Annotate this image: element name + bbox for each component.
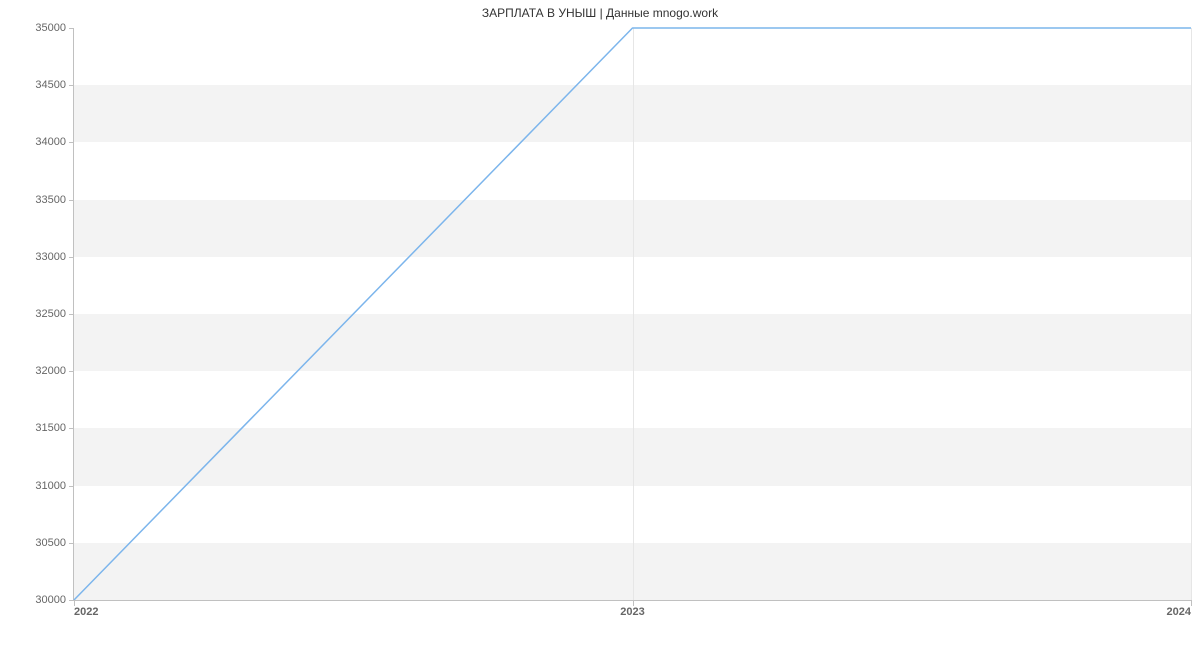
x-tick-mark (1191, 600, 1192, 606)
x-gridline (1191, 28, 1192, 600)
y-tick-label: 32500 (35, 308, 74, 320)
plot-area: 2022202320243000030500310003150032000325… (73, 28, 1191, 601)
y-tick-label: 31500 (35, 422, 74, 434)
line-chart: ЗАРПЛАТА В УНЫШ | Данные mnogo.work 2022… (0, 0, 1200, 650)
series-layer (74, 28, 1191, 600)
y-tick-label: 34500 (35, 79, 74, 91)
y-tick-label: 31000 (35, 480, 74, 492)
chart-title: ЗАРПЛАТА В УНЫШ | Данные mnogo.work (0, 6, 1200, 20)
x-tick-label: 2023 (620, 600, 644, 618)
x-tick-label: 2022 (74, 600, 98, 618)
series-line (74, 28, 1191, 600)
y-tick-label: 33000 (35, 251, 74, 263)
y-tick-label: 33500 (35, 194, 74, 206)
y-tick-label: 32000 (35, 365, 74, 377)
y-tick-label: 30000 (35, 594, 74, 606)
y-tick-label: 34000 (35, 136, 74, 148)
y-tick-label: 30500 (35, 537, 74, 549)
x-tick-label: 2024 (1167, 600, 1191, 618)
y-tick-label: 35000 (35, 22, 74, 34)
